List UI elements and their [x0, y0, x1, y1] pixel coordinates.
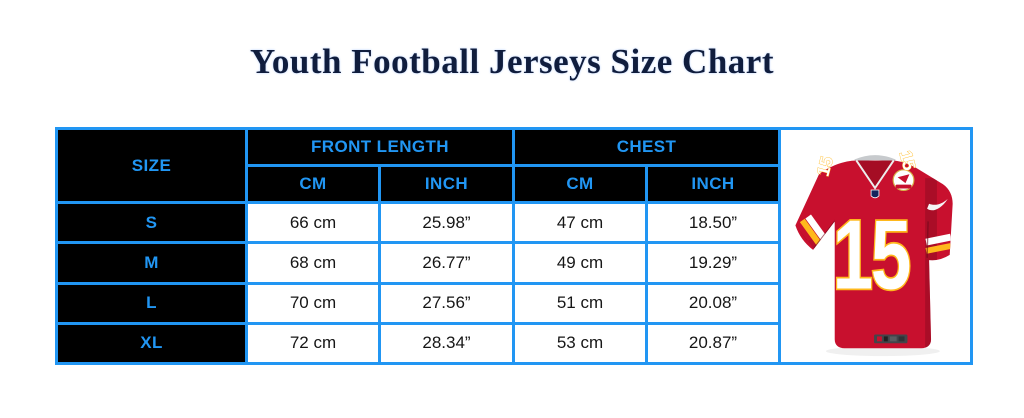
group-header-chest: CHEST	[512, 126, 781, 168]
chest-cm-cell: 47 cm	[512, 201, 648, 245]
size-cell: XL	[55, 321, 248, 366]
left-sleeve-stripe-gold	[799, 218, 822, 247]
front-inch-cell: 25.98”	[378, 201, 515, 245]
chest-cm-cell: 53 cm	[512, 321, 648, 366]
front-inch-cell: 26.77”	[378, 241, 515, 285]
chest-inch-cell: 18.50”	[645, 201, 781, 245]
front-cm-cell: 66 cm	[245, 201, 381, 245]
subheader-chest-inch: INCH	[645, 164, 781, 205]
jock-tag	[873, 334, 907, 344]
left-arm-seam	[813, 221, 835, 249]
nfl-shield-icon	[870, 189, 879, 199]
front-cm-cell: 68 cm	[245, 241, 381, 285]
subheader-chest-cm: CM	[512, 164, 648, 205]
front-cm-cell: 72 cm	[245, 321, 381, 366]
right-arm-seam	[925, 221, 929, 258]
side-shading	[924, 178, 937, 349]
chest-cm-cell: 49 cm	[512, 241, 648, 285]
nike-swoosh-icon	[926, 198, 948, 211]
vneck-opening	[855, 160, 894, 189]
chest-inch-cell: 19.29”	[645, 241, 781, 285]
table-row-s: S 66 cm 25.98” 47 cm 18.50”	[55, 201, 972, 245]
subheader-front-cm: CM	[245, 164, 381, 205]
jersey-number: 15	[832, 201, 909, 310]
front-inch-cell: 28.34”	[378, 321, 515, 366]
right-sleeve-stripe-gold	[925, 243, 951, 254]
right-sleeve-stripe-white	[924, 233, 951, 246]
jersey-body	[794, 160, 953, 349]
jersey-image: 15 15 15	[794, 148, 953, 357]
group-header-front-length: FRONT LENGTH	[245, 126, 515, 168]
page-title: Youth Football Jerseys Size Chart	[250, 42, 774, 81]
chest-inch-cell: 20.08”	[645, 281, 781, 325]
chiefs-patch-icon	[892, 169, 914, 192]
jersey-shadow	[825, 346, 940, 357]
collar-interior	[853, 155, 896, 164]
table-row-xl: XL 72 cm 28.34” 53 cm 20.87”	[55, 321, 972, 366]
chest-cm-cell: 51 cm	[512, 281, 648, 325]
collar-piping	[855, 159, 895, 190]
size-chart-table: SIZE FRONT LENGTH CHEST	[55, 126, 973, 366]
size-cell: L	[55, 281, 248, 325]
front-cm-cell: 70 cm	[245, 281, 381, 325]
size-cell: M	[55, 241, 248, 285]
table-row-m: M 68 cm 26.77” 49 cm 19.29”	[55, 241, 972, 285]
table-row-l: L 70 cm 27.56” 51 cm 20.08”	[55, 281, 972, 325]
size-header-cell: SIZE	[55, 126, 248, 205]
size-cell: S	[55, 201, 248, 245]
jersey-cell: 15 15 15	[778, 127, 973, 365]
subheader-front-inch: INCH	[378, 164, 515, 205]
chest-inch-cell: 20.87”	[645, 321, 781, 366]
front-inch-cell: 27.56”	[378, 281, 515, 325]
